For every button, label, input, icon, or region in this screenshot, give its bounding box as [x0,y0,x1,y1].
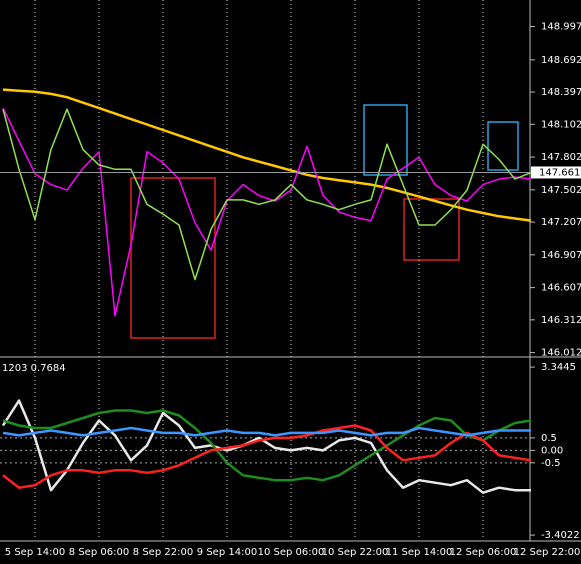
zone-box [363,104,408,176]
y-tick-label: 147.502 [541,185,581,196]
y-tick-label: 3.3445 [541,362,576,373]
indicator-header: 1203 0.7684 [2,363,66,374]
y-tick-label: 0.00 [541,445,563,456]
series-line [2,409,532,482]
y-tick-label: 148.692 [541,55,581,66]
y-tick-label: 146.607 [541,283,581,294]
x-tick-label: 8 Sep 06:00 [69,547,129,558]
y-tick-label: 146.907 [541,250,581,261]
y-tick-label: 0.5 [541,433,557,444]
zone-box [130,177,216,339]
y-tick-label: 146.312 [541,315,581,326]
x-tick-label: 8 Sep 22:00 [133,547,193,558]
series-line [2,424,532,489]
x-tick-label: 10 Sep 22:00 [322,547,389,558]
x-tick-label: 9 Sep 14:00 [197,547,257,558]
y-tick-label: 146.012 [541,348,581,359]
y-tick-label: 147.207 [541,217,581,228]
y-tick-label: 148.997 [541,22,581,33]
y-tick-label: -3.4022 [541,530,580,541]
x-tick-label: 10 Sep 06:00 [258,547,325,558]
y-tick-label: 148.397 [541,87,581,98]
current-price-box [531,166,581,179]
series-line [2,107,532,317]
series-line [2,88,532,222]
zone-box [487,121,519,171]
y-tick-label: 147.802 [541,152,581,163]
x-tick-label: 12 Sep 06:00 [450,547,517,558]
y-tick-label: -0.5 [541,458,561,469]
x-tick-label: 5 Sep 14:00 [5,547,65,558]
y-tick-label: 148.102 [541,119,581,130]
series-line [2,108,532,281]
current-price-label: 147.661 [539,167,580,178]
series-line [2,426,531,437]
x-tick-label: 11 Sep 14:00 [386,547,453,558]
x-tick-label: 12 Sep 22:00 [514,547,581,558]
series-line [1,399,531,494]
